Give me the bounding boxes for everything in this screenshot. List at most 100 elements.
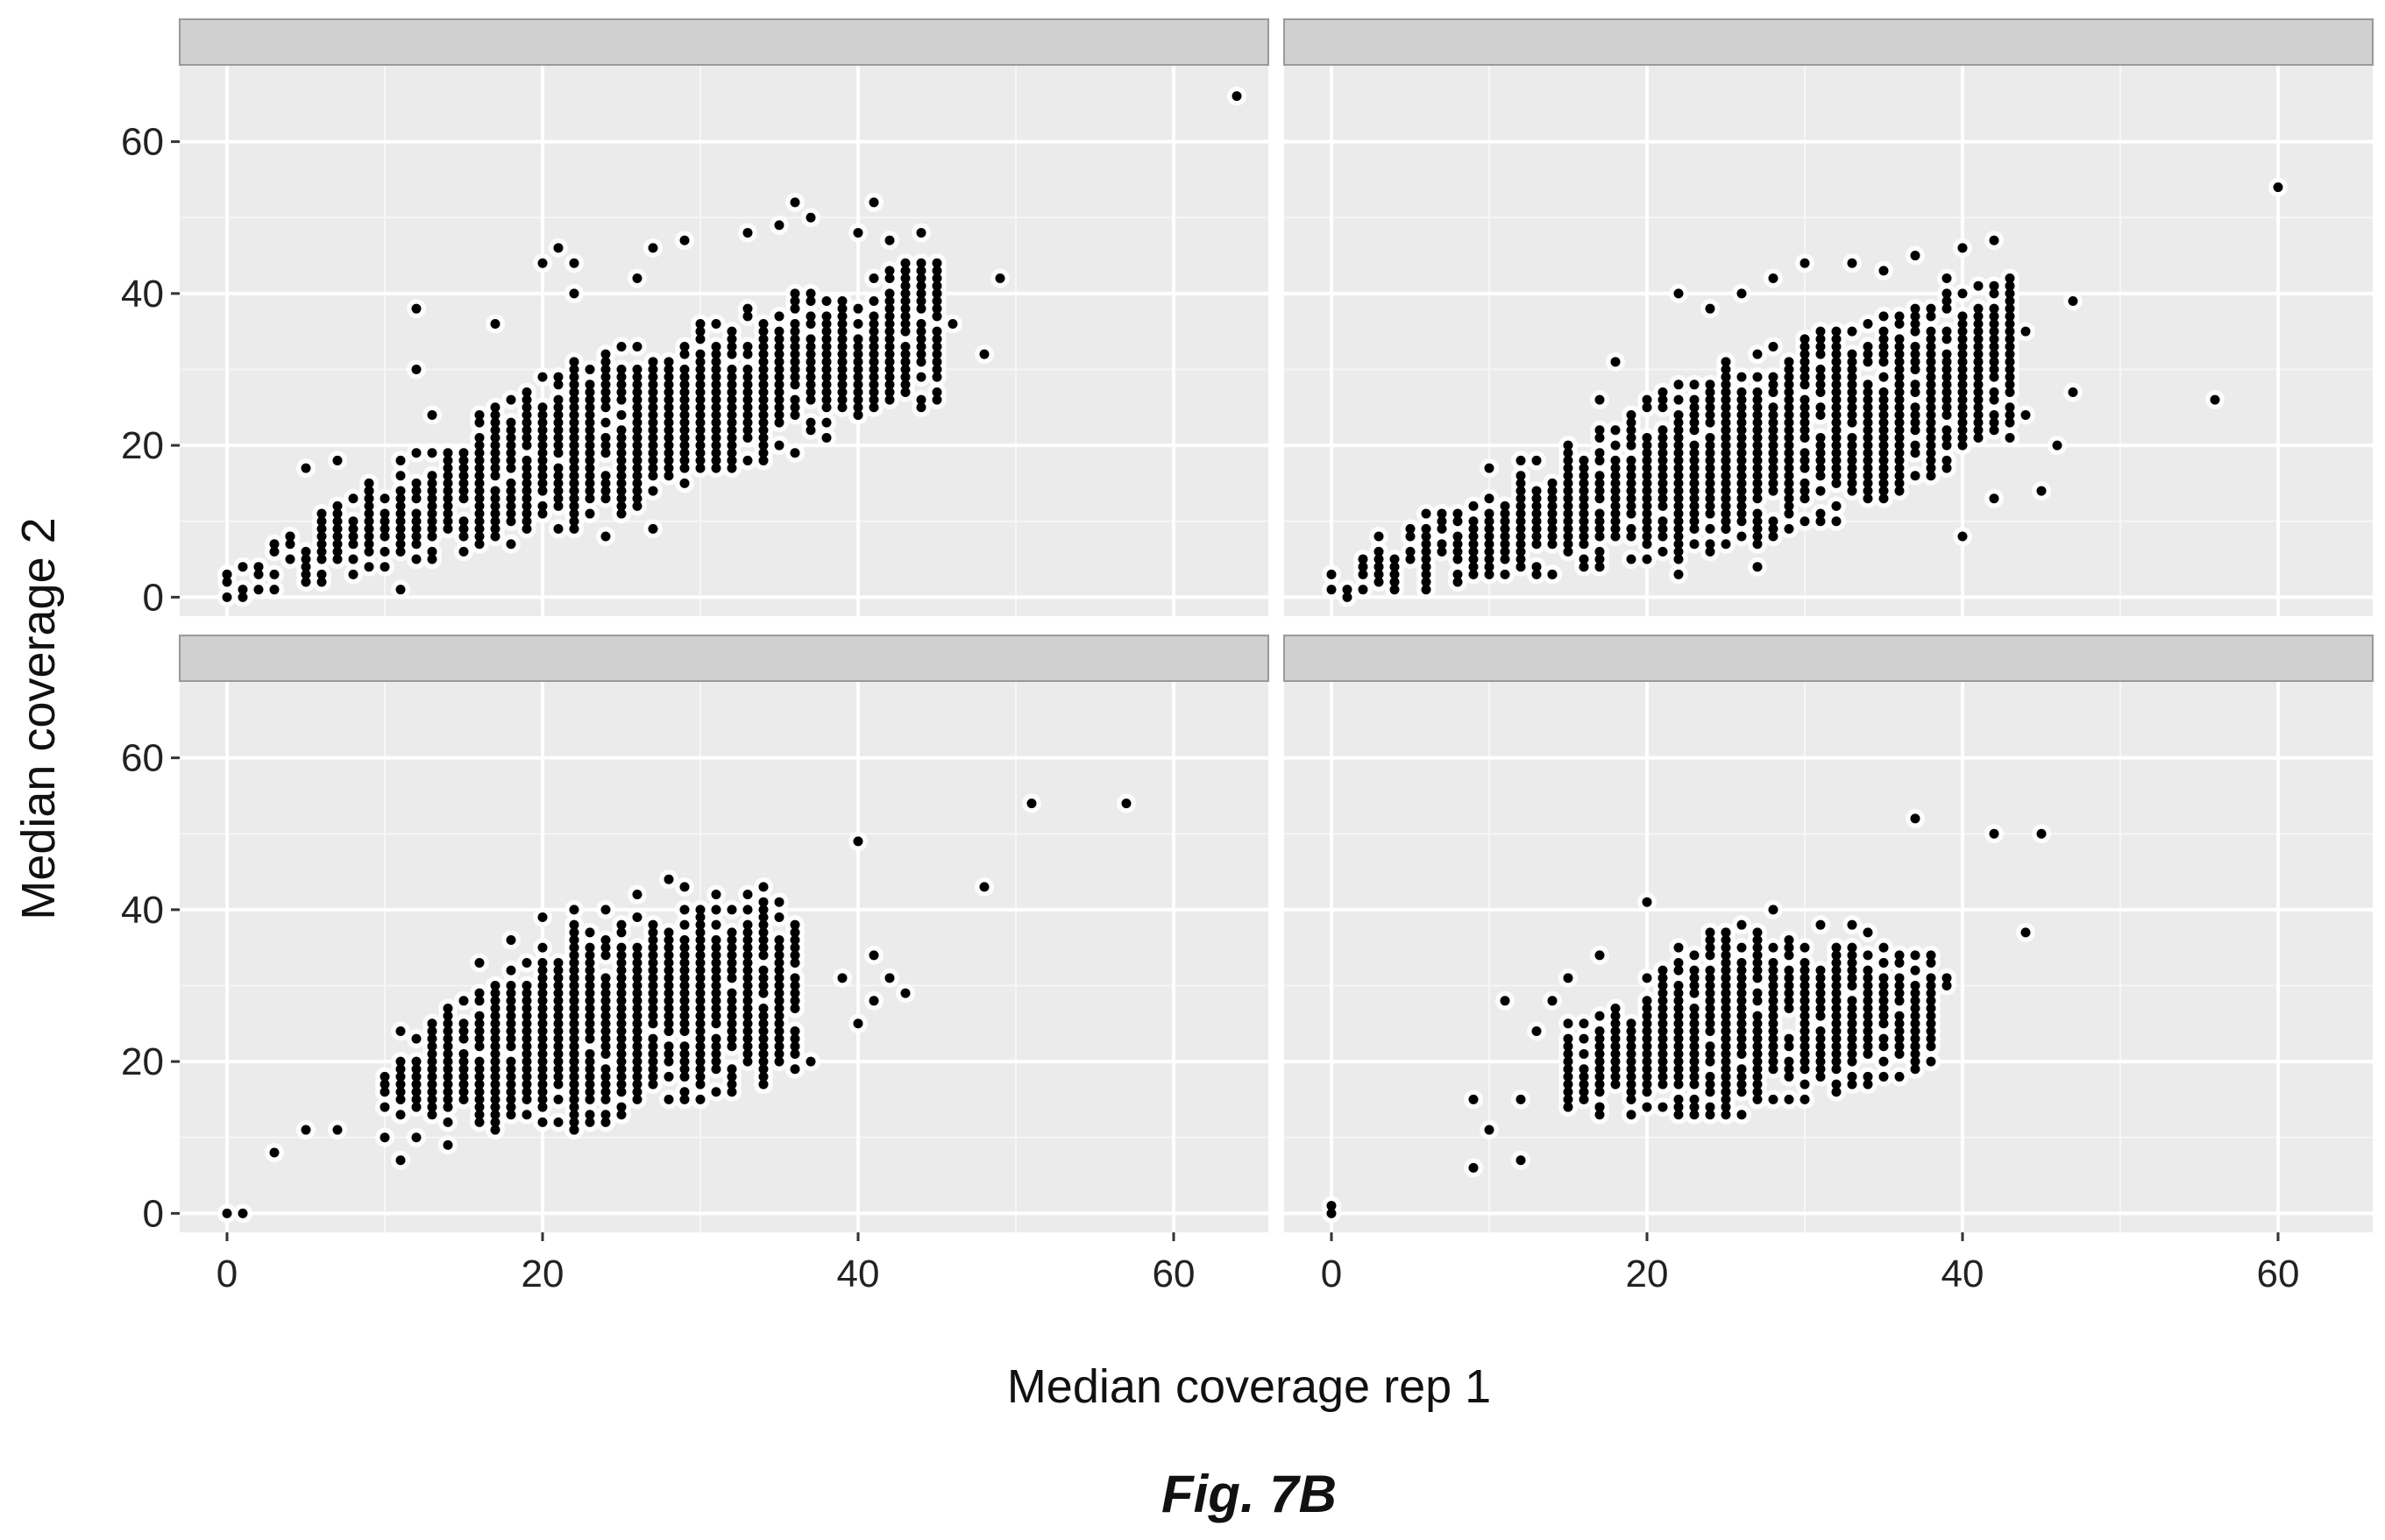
- data-point: [632, 402, 642, 413]
- data-point: [1531, 455, 1542, 465]
- data-point: [1721, 455, 1731, 465]
- data-point: [679, 235, 690, 245]
- data-point: [1973, 372, 1984, 382]
- data-point: [585, 942, 595, 953]
- data-point: [1752, 1064, 1763, 1075]
- data-point: [1926, 471, 1936, 481]
- data-point: [616, 372, 627, 382]
- data-point: [600, 1117, 611, 1127]
- data-point: [600, 478, 611, 488]
- data-point: [1657, 973, 1668, 983]
- data-point: [395, 1094, 406, 1104]
- data-point: [1863, 1071, 1873, 1082]
- data-point: [2005, 357, 2015, 367]
- data-point: [1721, 508, 1731, 519]
- data-point: [600, 1094, 611, 1104]
- data-point: [742, 1056, 753, 1067]
- data-point: [821, 311, 832, 322]
- data-point: [569, 1110, 579, 1120]
- data-point: [1721, 965, 1731, 976]
- data-point: [301, 463, 311, 473]
- data-point: [758, 432, 769, 443]
- data-point: [506, 996, 516, 1006]
- data-point: [1547, 478, 1558, 488]
- data-point: [600, 988, 611, 998]
- data-point: [695, 372, 706, 382]
- data-point: [1657, 1018, 1668, 1029]
- data-point: [1531, 1025, 1542, 1036]
- data-point: [1642, 973, 1652, 983]
- data-point: [1657, 523, 1668, 534]
- data-point: [1563, 1048, 1573, 1059]
- data-point: [1468, 1094, 1479, 1104]
- data-point: [1863, 996, 1873, 1006]
- data-point: [1642, 1041, 1652, 1052]
- data-point: [695, 1018, 706, 1029]
- data-point: [1926, 311, 1936, 322]
- data-point: [758, 988, 769, 998]
- data-point: [1673, 463, 1684, 473]
- data-point: [837, 364, 848, 374]
- data-point: [1421, 531, 1431, 542]
- data-point: [758, 1011, 769, 1021]
- data-point: [537, 478, 548, 488]
- data-point: [301, 1125, 311, 1135]
- data-point: [869, 372, 879, 382]
- data-point: [900, 311, 911, 322]
- data-point: [711, 1056, 721, 1067]
- data-point: [1721, 372, 1731, 382]
- data-point: [1926, 372, 1936, 382]
- data-point: [1799, 463, 1810, 473]
- data-point: [1515, 546, 1526, 557]
- data-point: [2068, 387, 2078, 397]
- data-point: [1468, 523, 1479, 534]
- data-point: [758, 1041, 769, 1052]
- data-point: [1910, 471, 1920, 481]
- data-point: [1689, 486, 1700, 496]
- data-point: [1673, 1048, 1684, 1059]
- data-point: [727, 417, 737, 428]
- data-point: [1594, 1110, 1605, 1120]
- x-tick-label: 60: [1153, 1253, 1196, 1295]
- data-point: [632, 1018, 642, 1029]
- data-point: [600, 394, 611, 405]
- data-point: [1673, 1110, 1684, 1120]
- data-point: [1626, 554, 1636, 564]
- data-point: [506, 1041, 516, 1052]
- data-point: [238, 585, 248, 595]
- data-point: [2005, 303, 2015, 314]
- data-point: [790, 980, 800, 990]
- data-point: [1673, 1003, 1684, 1013]
- data-point: [569, 1071, 579, 1082]
- data-point: [1358, 585, 1368, 595]
- data-point: [1752, 965, 1763, 976]
- data-point: [600, 493, 611, 504]
- data-point: [506, 425, 516, 436]
- y-tick-label: 0: [143, 1192, 164, 1235]
- data-point: [727, 1011, 737, 1021]
- data-point: [1910, 387, 1920, 397]
- data-point: [1973, 303, 1984, 314]
- data-point: [1799, 349, 1810, 359]
- data-point: [1799, 1018, 1810, 1029]
- data-point: [443, 493, 453, 504]
- data-point: [916, 266, 926, 276]
- data-point: [1500, 539, 1510, 550]
- data-point: [632, 957, 642, 968]
- data-point: [1989, 828, 1999, 839]
- data-point: [1799, 1094, 1810, 1104]
- data-point: [1784, 417, 1794, 428]
- data-point: [490, 988, 500, 998]
- data-point: [1941, 387, 1952, 397]
- data-point: [806, 341, 816, 351]
- data-point: [1705, 440, 1715, 451]
- data-point: [742, 303, 753, 314]
- data-point: [1642, 1079, 1652, 1089]
- data-point: [506, 432, 516, 443]
- data-point: [1705, 1071, 1715, 1082]
- data-point: [600, 1079, 611, 1089]
- data-point: [884, 326, 895, 337]
- data-point: [1926, 463, 1936, 473]
- data-point: [916, 303, 926, 314]
- data-point: [664, 988, 674, 998]
